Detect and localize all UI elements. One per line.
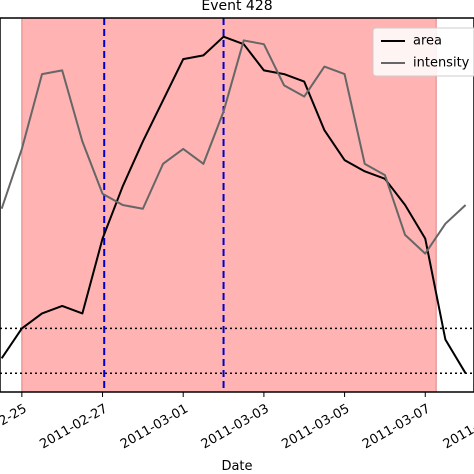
x-tick-label: 2011-03-09 — [441, 402, 474, 453]
x-tick-label: 2011-03-07 — [360, 402, 433, 453]
x-tick-label: 2011-03-03 — [199, 402, 272, 453]
legend-label: intensity — [413, 56, 470, 71]
legend-label: area — [413, 34, 442, 49]
x-tick-label: 2011-02-25 — [0, 402, 30, 453]
plot-frame — [0, 17, 474, 393]
data-line — [0, 39, 467, 255]
x-tick-label: 2011-03-01 — [118, 402, 191, 453]
x-tick-label: 2011-03-05 — [279, 402, 352, 453]
x-axis-label: Date — [221, 459, 252, 474]
shaded-span — [21, 17, 437, 393]
x-tick-label: 2011-02-27 — [37, 402, 110, 453]
chart-title: Event 428 — [201, 0, 272, 14]
